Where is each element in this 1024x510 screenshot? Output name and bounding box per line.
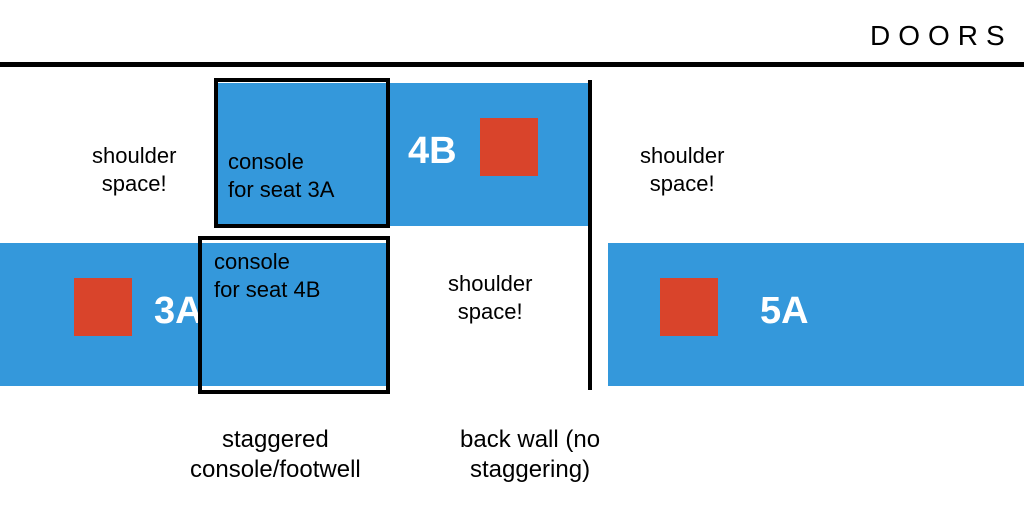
console-3a-label: console for seat 3A <box>228 148 334 203</box>
shoulder-space-tr: shoulder space! <box>640 142 724 197</box>
shoulder-space-mr: shoulder space! <box>448 270 532 325</box>
seat-3a-label: 3A <box>154 290 203 333</box>
seat-3a-marker <box>74 278 132 336</box>
shoulder-space-tl: shoulder space! <box>92 142 176 197</box>
back-wall <box>588 80 592 390</box>
caption-backwall: back wall (no staggering) <box>460 425 600 485</box>
console-4b-label: console for seat 4B <box>214 248 320 303</box>
caption-staggered: staggered console/footwell <box>190 425 361 485</box>
seat-5a-marker <box>660 278 718 336</box>
seat-4b-label: 4B <box>408 130 457 173</box>
doors-label: DOORS <box>870 20 1013 52</box>
seat-4b-marker <box>480 118 538 176</box>
seat-5a-label: 5A <box>760 290 809 333</box>
header-rule <box>0 62 1024 67</box>
